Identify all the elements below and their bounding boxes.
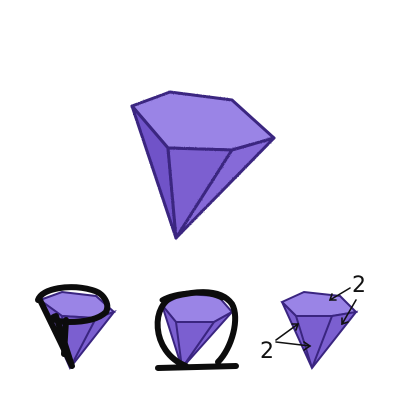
option-c-arrow-right-upper	[328, 287, 351, 301]
option-c-label-left: 2	[260, 339, 274, 364]
option-b-marker-base	[155, 363, 239, 371]
option-c-arrow-left-lower	[275, 341, 312, 351]
option-c-body	[281, 301, 359, 370]
option-a-marker-outline	[35, 284, 111, 369]
option-c-label-right: 2	[352, 273, 366, 298]
option-c-arrow-left-upper	[275, 323, 300, 341]
gem-right-facet	[174, 136, 276, 240]
option-c-arrow-right-lower	[341, 299, 357, 326]
